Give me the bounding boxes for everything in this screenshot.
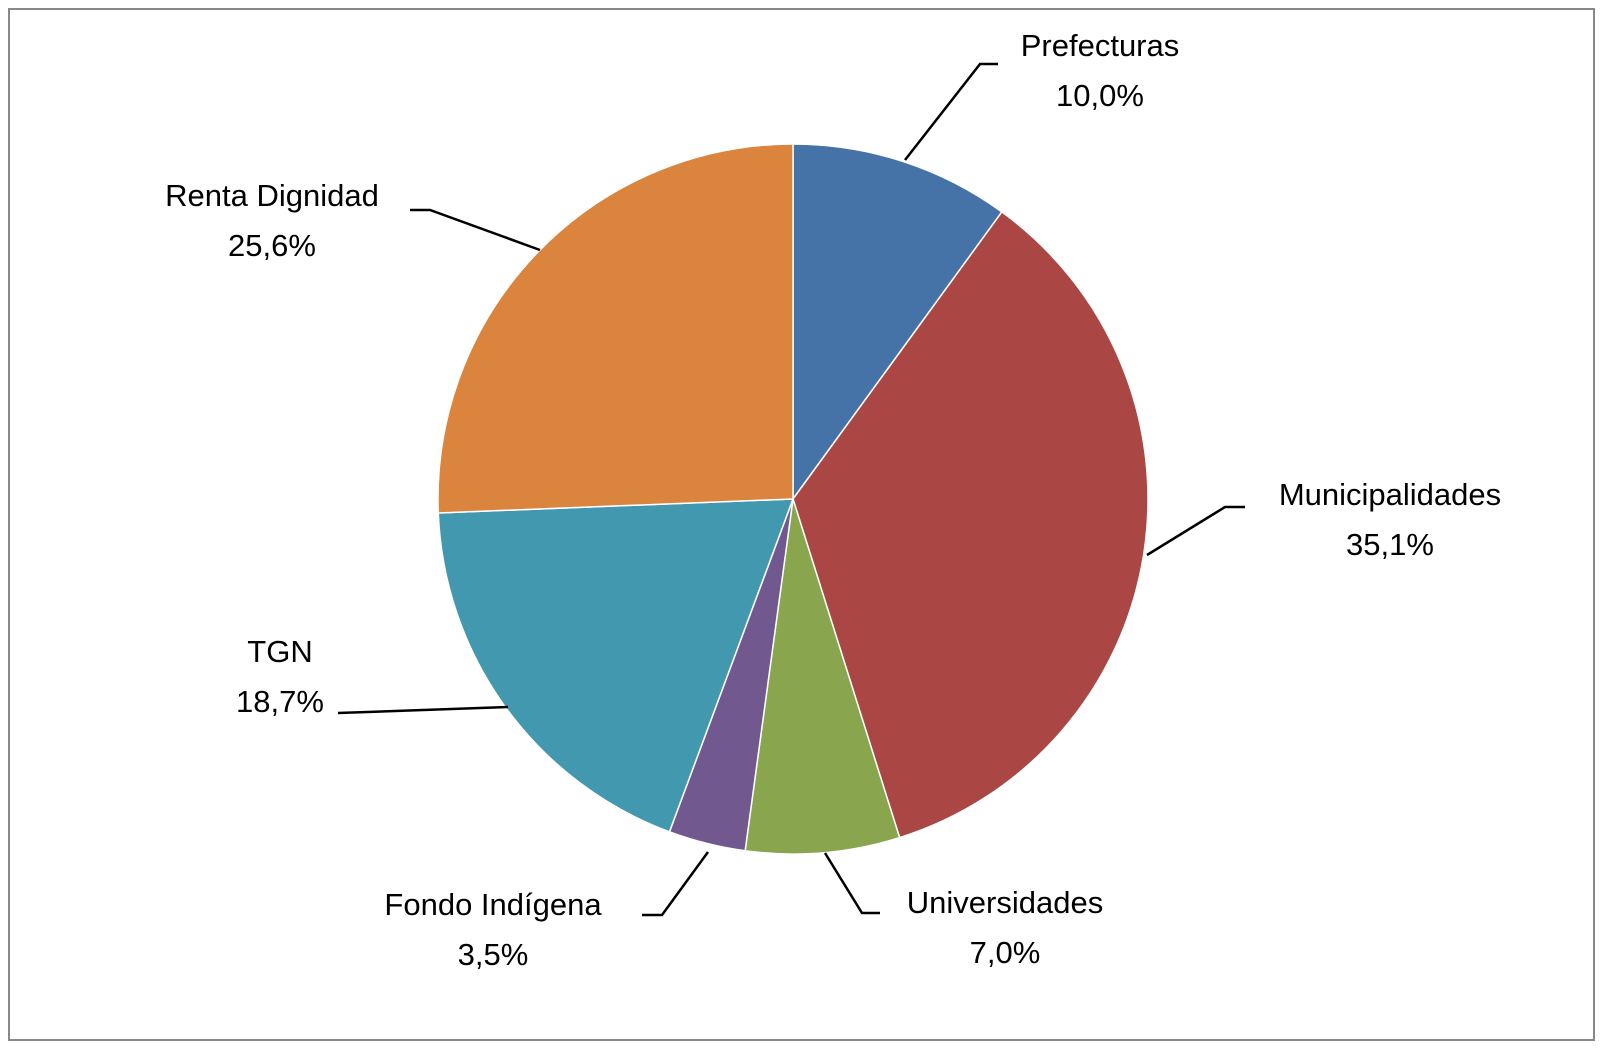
slice-label: Universidades: [907, 885, 1103, 920]
leader-line: [904, 62, 998, 161]
slice-label: Municipalidades: [1279, 477, 1501, 512]
leader-line: [642, 851, 710, 917]
pie-slice: [792, 143, 1003, 502]
slice-label: Renta Dignidad: [165, 178, 379, 213]
slice-value-label: 18,7%: [236, 684, 324, 719]
slice-label: Fondo Indígena: [384, 887, 602, 922]
pie: [437, 143, 1149, 855]
data-labels: Prefecturas 10,0% Municipalidades 35,1% Univ…: [165, 28, 1501, 972]
pie-slice: [792, 210, 1149, 839]
pie-slice: [437, 143, 794, 514]
pie-slice: [744, 498, 901, 855]
slice-value-label: 10,0%: [1056, 78, 1144, 113]
slice-label: TGN: [247, 634, 312, 669]
slice-value-label: 3,5%: [458, 937, 529, 972]
slice-value-label: 25,6%: [228, 228, 316, 263]
slice-value-label: 35,1%: [1346, 527, 1434, 562]
leader-line: [823, 852, 880, 915]
leader-line: [337, 705, 509, 715]
leader-line: [1146, 505, 1245, 557]
slice-label: Prefecturas: [1021, 28, 1180, 63]
slice-value-label: 7,0%: [970, 935, 1041, 970]
leader-line: [410, 208, 541, 252]
